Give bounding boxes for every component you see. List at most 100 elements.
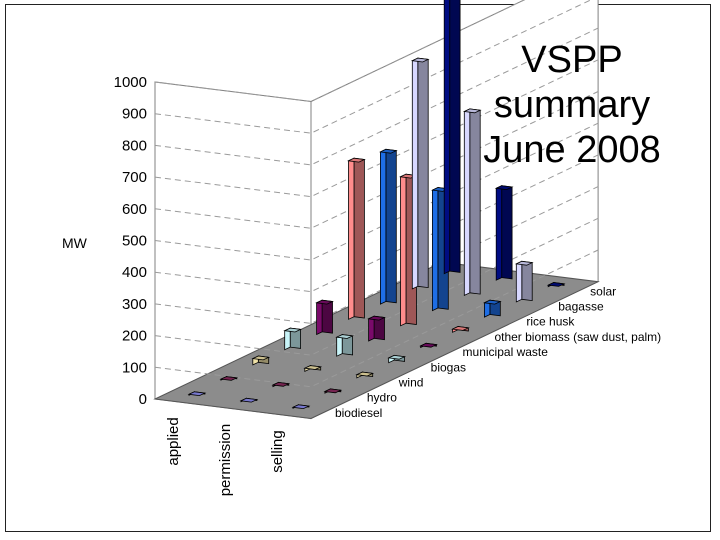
bar-top-face [462,108,482,114]
bar-side-face [449,0,461,273]
bar-top-face [494,185,514,191]
y-tick-label: 800 [122,137,147,154]
bar [367,315,386,342]
y-tick-label: 100 [122,359,147,376]
bar [355,371,375,379]
series-label: solar [590,284,616,298]
bar [323,388,343,394]
bar-side-face [417,57,429,289]
y-tick-label: 700 [122,169,147,186]
bar-top-face [355,371,375,377]
y-tick-label: 900 [122,106,147,123]
bar-side-face [353,157,365,319]
series-label: hydro [367,391,397,405]
bar-side-face [321,299,333,334]
bar [451,325,470,333]
bar [378,148,398,305]
bar [251,355,271,366]
gridline [154,59,599,198]
bar [419,342,438,349]
category-axis-labels: applied permission selling [165,417,286,496]
gridline [154,249,599,388]
bar-top-face [546,282,566,287]
bar-side-face [521,260,533,302]
series-label: municipal waste [463,345,549,359]
series-label: bagasse [558,300,604,314]
bar [239,397,259,403]
bar-top-face [283,327,303,333]
bar [462,108,482,297]
gridline [154,0,592,134]
bar-top-face [187,391,207,397]
bar-top-face [451,326,470,331]
bar-top-face [347,157,366,163]
category-label: applied [165,417,182,465]
bar-top-face [291,404,311,410]
bar-top-face [514,260,534,266]
bar [347,157,366,320]
chart-frame [5,4,711,532]
y-tick-label: 500 [122,233,147,250]
chart-gridlines [154,0,599,388]
bar [482,299,502,318]
bar [271,381,291,388]
gridline [154,122,599,261]
bar [546,281,566,288]
bar-top-face [387,354,407,360]
bar-side-face [469,108,481,295]
chart-title-line: VSPP [521,39,622,81]
bar-top-face [315,299,334,305]
bar-top-face [482,299,502,305]
gridline [154,27,599,166]
bar-top-face [367,315,386,321]
y-axis-ticks: 0 100 200 300 400 500 600 700 800 900 1000 [114,74,147,408]
category-label: permission [217,424,234,497]
bar [283,327,303,351]
bar [219,375,239,381]
bar-front-face [411,57,419,290]
y-axis-label: MW [62,235,88,251]
y-tick-label: 300 [122,296,147,313]
series-label: biogas [431,360,466,374]
bar-top-face [419,342,438,348]
chart-bars [187,0,566,410]
chart-title-line: June 2008 [483,129,661,171]
bar [335,333,355,357]
bar-top-face [335,334,355,339]
bar [494,185,514,281]
series-label: rice husk [526,315,575,329]
y-tick-label: 0 [139,391,147,408]
y-tick-label: 200 [122,328,147,345]
bar-front-face [379,148,387,305]
bar-front-face [443,0,451,275]
bar-top-face [251,355,271,361]
bar [315,299,334,336]
bar-top-face [378,148,398,154]
category-label: selling [269,430,286,473]
bar-top-face [239,397,259,403]
gridline [154,0,526,103]
bar [514,260,534,303]
bar-front-face [431,186,439,312]
gridline [154,154,599,293]
chart-title-line: summary [494,84,650,126]
gridline [154,217,599,356]
y-tick-label: 400 [122,264,147,281]
bar [387,354,407,364]
bar-front-face [368,315,375,342]
bar-top-face [410,57,430,63]
y-tick-label: 600 [122,201,147,218]
series-label: wind [398,376,424,390]
y-tick-label: 1000 [114,74,147,91]
bar-front-face [495,185,503,281]
series-label: other biomass (saw dust, palm) [494,330,661,344]
bar-top-face [271,381,291,387]
bar [443,0,461,275]
bar-top-face [219,376,239,381]
bar [410,57,430,290]
bar-front-face [463,108,471,297]
bar-side-face [385,148,397,304]
